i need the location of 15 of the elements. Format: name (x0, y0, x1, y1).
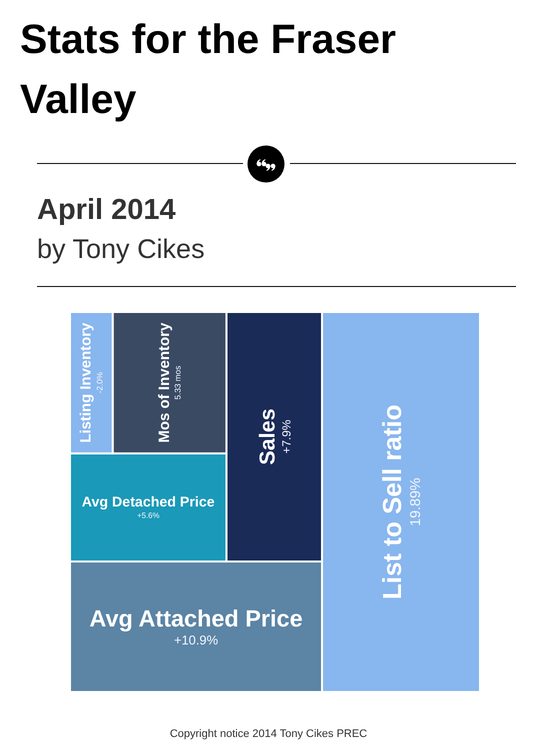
data-label: 5.33 mos (174, 366, 183, 400)
text: by Tony Cikes (37, 233, 205, 266)
category-label: Sales (254, 408, 280, 465)
text: Stats for the Fraser Valley (20, 15, 397, 124)
category-label: List to Sell ratio (377, 404, 408, 600)
data-label: -2.0% (95, 372, 104, 394)
data-label: +10.9% (174, 632, 218, 648)
category-label: Mos of Inventory (156, 322, 173, 443)
text: April 2014 (37, 193, 176, 228)
category-label: Avg Detached Price (82, 494, 215, 511)
data-label: 19.89% (408, 477, 424, 526)
category-label: Listing Inventory (78, 322, 95, 443)
category-label: Avg Attached Price (89, 606, 303, 632)
data-label: +7.9% (280, 419, 294, 454)
text: Copyright notice 2014 Tony Cikes PREC (168, 727, 368, 741)
